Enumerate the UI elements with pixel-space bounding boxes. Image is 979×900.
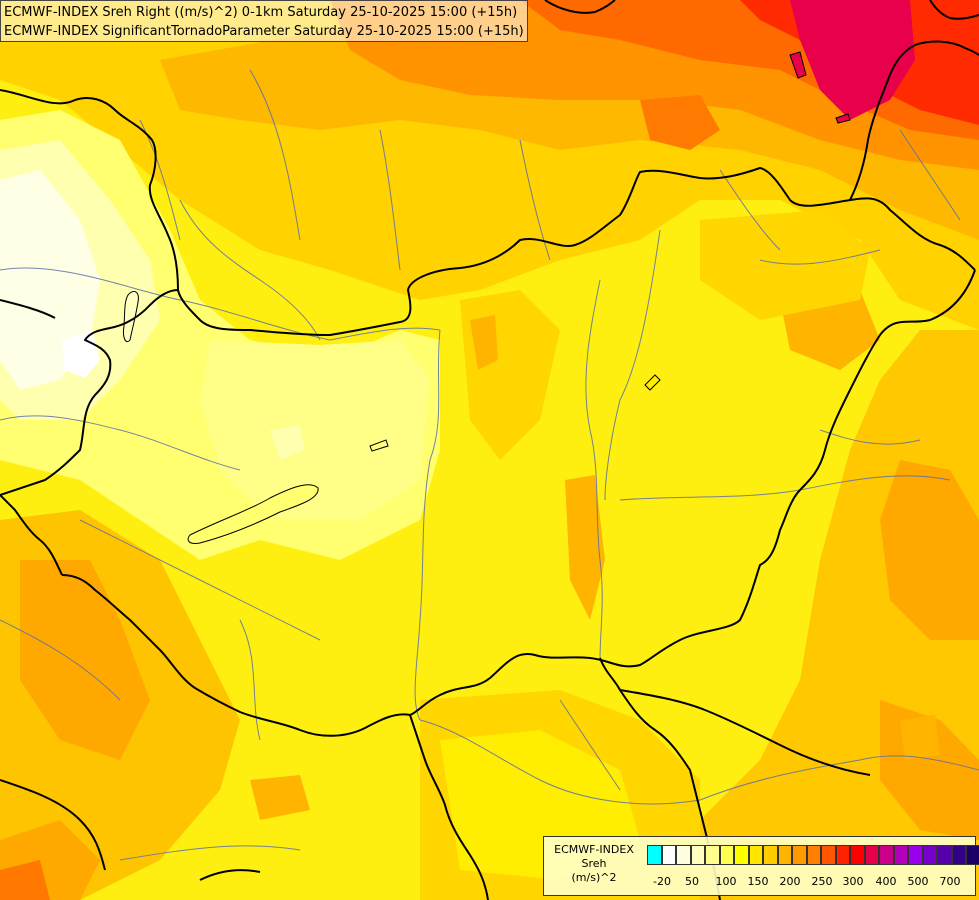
legend-swatch (922, 845, 937, 865)
legend-tick: 300 (842, 875, 864, 888)
legend-unit: (m/s)^2 (571, 871, 617, 884)
map-title-box: ECMWF-INDEX Sreh Right ((m/s)^2) 0-1km S… (0, 0, 528, 42)
title-line-sreh: ECMWF-INDEX Sreh Right ((m/s)^2) 0-1km S… (4, 5, 518, 20)
river-network (0, 69, 979, 861)
legend-source: ECMWF-INDEX (554, 843, 634, 856)
legend-swatch (835, 845, 850, 865)
legend-swatch (951, 845, 966, 865)
legend-swatch (864, 845, 879, 865)
legend-tick: -20 (653, 875, 671, 888)
legend-swatch (966, 845, 979, 865)
legend-tick: 500 (907, 875, 929, 888)
legend-swatch (748, 845, 763, 865)
lake-velence (369, 439, 389, 452)
field-east-orange-2 (880, 460, 979, 640)
legend-tick: 150 (747, 875, 769, 888)
field-sw-orange (20, 560, 150, 760)
lake-balaton (187, 484, 319, 544)
legend-swatch (763, 845, 778, 865)
legend: ECMWF-INDEX Sreh (m/s)^2 -20 50 100 150 200 2… (543, 836, 979, 896)
legend-tick: 400 (875, 875, 897, 888)
legend-swatch (777, 845, 792, 865)
legend-swatch (908, 845, 923, 865)
legend-title: ECMWF-INDEX Sreh (m/s)^2 (546, 843, 642, 885)
legend-tick: 200 (779, 875, 801, 888)
field-south-orange-patch (250, 775, 310, 820)
legend-swatch (821, 845, 836, 865)
legend-swatch (893, 845, 908, 865)
legend-tick: 50 (685, 875, 699, 888)
legend-swatch (734, 845, 749, 865)
legend-swatch (879, 845, 894, 865)
field-south-orange-patch-2 (900, 715, 940, 760)
legend-swatch (850, 845, 865, 865)
field-central-cream (270, 425, 305, 460)
field-center-orange-patch (470, 315, 498, 370)
legend-swatch (676, 845, 691, 865)
field-ne-gold (700, 210, 870, 320)
legend-variable: Sreh (581, 857, 607, 870)
legend-swatch (806, 845, 821, 865)
lake-north (789, 51, 807, 79)
field-sw-red (0, 860, 50, 900)
field-north-orange-patch (640, 95, 720, 150)
field-west-white (0, 170, 100, 390)
legend-tick: 100 (715, 875, 737, 888)
legend-swatch (792, 845, 807, 865)
legend-tick: 250 (811, 875, 833, 888)
legend-swatch (647, 845, 662, 865)
legend-swatch (690, 845, 705, 865)
legend-swatch (937, 845, 952, 865)
field-central-pale (200, 340, 430, 520)
title-line-stp: ECMWF-INDEX SignificantTornadoParameter … (4, 24, 524, 39)
legend-tick: 700 (939, 875, 961, 888)
lake-neusiedl (123, 291, 139, 343)
legend-swatch (719, 845, 734, 865)
lake-tisza (644, 374, 661, 391)
field-center-orange-patch-2 (565, 475, 605, 620)
legend-swatch (705, 845, 720, 865)
lake-north-2 (835, 113, 851, 124)
legend-swatch (661, 845, 676, 865)
